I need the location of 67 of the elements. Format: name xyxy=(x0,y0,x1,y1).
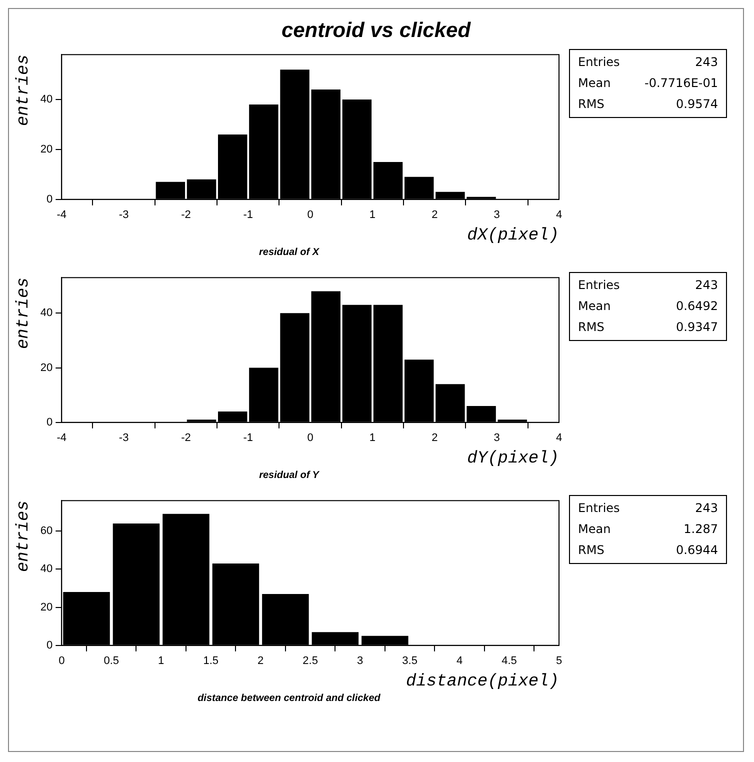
y-tick-label: 0 xyxy=(46,416,53,428)
text: Entries xyxy=(578,277,620,294)
y-tick-label: 40 xyxy=(40,563,53,576)
y-tick-label: 20 xyxy=(40,362,53,374)
x-tick-label: 3.5 xyxy=(402,655,418,668)
text: 243 xyxy=(695,277,718,294)
x-tick-label: 1 xyxy=(369,432,376,444)
chart-title: centroid vs clicked xyxy=(280,19,472,43)
text: 243 xyxy=(695,54,718,71)
text: 0.9347 xyxy=(676,319,718,336)
text: Mean xyxy=(578,75,611,92)
x-axis-title: dY(pixel) xyxy=(467,449,559,468)
x-tick-label: 0.5 xyxy=(104,655,120,668)
text: 0.6492 xyxy=(676,298,718,315)
x-axis-title: dX(pixel) xyxy=(467,226,559,246)
text: residual of Y xyxy=(258,470,320,481)
y-tick-label: 20 xyxy=(40,144,53,156)
y-tick-label: 0 xyxy=(46,193,53,206)
x-tick-label: 2 xyxy=(432,209,438,222)
text: RMS xyxy=(578,542,604,559)
x-tick-label: 2 xyxy=(432,432,438,444)
text: 0.6944 xyxy=(676,542,718,559)
text: Mean xyxy=(578,521,611,538)
y-tick-label: 60 xyxy=(40,525,53,538)
x-tick-label: 1.5 xyxy=(203,655,218,668)
x-tick-label: 4 xyxy=(456,655,463,668)
x-tick-label: 0 xyxy=(58,655,65,668)
x-tick-label: 5 xyxy=(556,655,562,668)
text: RMS xyxy=(578,96,604,113)
x-tick-label: 3 xyxy=(356,655,364,668)
x-tick-label: 4 xyxy=(556,432,562,444)
text: residual of X xyxy=(258,247,320,258)
y-axis-title: entries xyxy=(14,500,34,572)
x-tick-label: -2 xyxy=(181,209,191,222)
y-tick-label: 40 xyxy=(40,307,53,320)
x-tick-label: -4 xyxy=(56,432,67,444)
text: -0.7716E-01 xyxy=(644,75,718,92)
x-axis-title: distance(pixel) xyxy=(406,672,559,692)
x-tick-label: 3 xyxy=(494,432,500,444)
x-tick-label: -3 xyxy=(118,432,129,444)
text: 0.9574 xyxy=(676,96,718,113)
x-tick-label: 2.5 xyxy=(302,655,318,668)
x-tick-label: 4.5 xyxy=(502,655,517,668)
text: 1.287 xyxy=(684,521,718,538)
x-tick-label: -3 xyxy=(118,209,129,222)
text: 243 xyxy=(695,500,718,517)
text: Mean xyxy=(578,298,611,315)
x-tick-label: 1 xyxy=(369,209,376,222)
x-tick-label: -1 xyxy=(243,432,254,444)
x-tick-label: -2 xyxy=(181,432,191,444)
x-tick-label: 0 xyxy=(307,432,314,444)
y-tick-label: 0 xyxy=(46,639,53,652)
y-axis-title: entries xyxy=(14,278,34,350)
text: RMS xyxy=(578,319,604,336)
x-tick-label: 0 xyxy=(307,209,314,222)
x-tick-label: 3 xyxy=(494,209,500,222)
y-tick-label: 20 xyxy=(40,601,53,614)
text: distance between centroid and clicked xyxy=(196,693,382,704)
x-tick-label: 2 xyxy=(258,655,264,668)
text: Entries xyxy=(578,500,620,517)
x-tick-label: -1 xyxy=(243,209,254,222)
x-tick-label: 1 xyxy=(158,655,164,668)
y-axis-title: entries xyxy=(14,54,34,126)
text: Entries xyxy=(578,54,620,71)
x-tick-label: -4 xyxy=(56,209,67,222)
y-tick-label: 40 xyxy=(40,94,53,106)
x-tick-label: 4 xyxy=(556,209,562,222)
